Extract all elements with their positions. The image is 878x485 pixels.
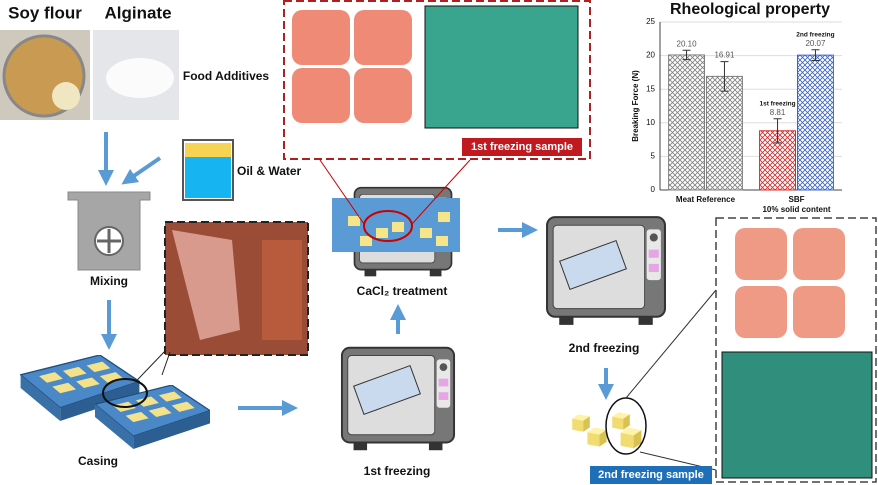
micrograph bbox=[424, 5, 579, 129]
value-label: 16.91 bbox=[714, 51, 735, 60]
x-group-label: Meat Reference bbox=[676, 195, 736, 204]
mixer-icon bbox=[97, 229, 121, 253]
node-label: 2nd freezing bbox=[569, 341, 640, 355]
node-label: Food Additives bbox=[183, 69, 270, 83]
flow-arrows bbox=[98, 132, 614, 416]
zoom-circle bbox=[102, 378, 148, 408]
sample-box bbox=[283, 0, 591, 160]
y-tick-label: 5 bbox=[651, 152, 656, 161]
error-bar bbox=[720, 61, 729, 92]
y-axis-label: Breaking Force (N) bbox=[631, 70, 640, 142]
sample-tag bbox=[462, 138, 582, 156]
mold bbox=[262, 240, 302, 340]
node-label: Soy flour bbox=[8, 3, 82, 22]
y-tick-label: 0 bbox=[651, 185, 656, 194]
hand bbox=[172, 230, 240, 340]
node-label: Mixing bbox=[90, 274, 128, 288]
bar bbox=[706, 75, 743, 191]
zoom-circle bbox=[363, 210, 413, 242]
x-group-sublabel: 10% solid content bbox=[762, 205, 830, 214]
node-label: Casing bbox=[78, 454, 118, 468]
node-label: Alginate bbox=[104, 3, 171, 22]
node-label: 1st freezing bbox=[364, 464, 431, 478]
node-label: Food Additives bbox=[183, 69, 270, 83]
sample-label: 1st freezing sample bbox=[471, 141, 573, 153]
zoom-line bbox=[625, 289, 717, 399]
meat-pieces bbox=[735, 228, 845, 338]
bar bbox=[668, 54, 705, 191]
micrograph bbox=[721, 351, 873, 479]
tray-in-freezer bbox=[353, 365, 421, 415]
water bbox=[185, 157, 231, 198]
cube bbox=[612, 412, 630, 430]
zoom-line bbox=[161, 351, 171, 376]
cube bbox=[587, 427, 607, 447]
y-tick-label: 15 bbox=[646, 84, 655, 93]
value-label: 20.10 bbox=[677, 39, 698, 48]
alginate-powder bbox=[106, 58, 174, 98]
error-bar bbox=[811, 49, 820, 62]
tray-in-freezer bbox=[559, 240, 627, 290]
soy-flour-pile bbox=[52, 82, 80, 110]
bar-name: 1st freezing bbox=[759, 100, 795, 107]
x-group-label: SBF bbox=[789, 195, 805, 204]
error-bar bbox=[682, 49, 691, 61]
cubes bbox=[348, 212, 450, 246]
y-tick-label: 20 bbox=[646, 51, 655, 60]
zoom-line bbox=[319, 159, 365, 225]
zoom-line bbox=[411, 159, 471, 225]
node-label: CaCl₂ treatment bbox=[357, 284, 448, 298]
sample-tag bbox=[590, 466, 712, 484]
sample-label: 2nd freezing sample bbox=[598, 469, 704, 481]
bar-name: 2nd freezing bbox=[796, 31, 834, 38]
value-label: 8.81 bbox=[770, 108, 786, 117]
bar bbox=[797, 54, 834, 191]
error-bar bbox=[773, 118, 782, 144]
value-label: 20.07 bbox=[805, 39, 826, 48]
meat-pieces bbox=[292, 10, 412, 123]
node-label: Oil & Water bbox=[237, 164, 302, 178]
cube bbox=[620, 427, 642, 449]
y-tick-label: 25 bbox=[646, 17, 655, 26]
y-tick-label: 10 bbox=[646, 118, 655, 127]
cube bbox=[572, 414, 590, 432]
oil bbox=[185, 143, 231, 157]
sample-box bbox=[715, 217, 877, 483]
chart-title: Rheological property bbox=[670, 1, 830, 18]
